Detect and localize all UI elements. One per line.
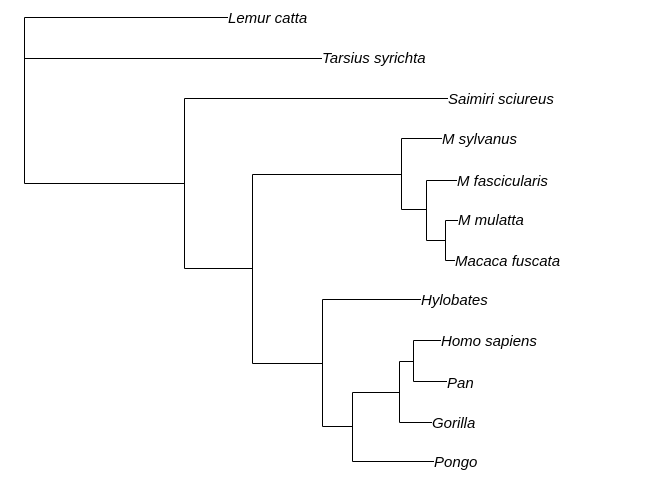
tip-label-hylobates: Hylobates [421,292,488,309]
tip-label-macaca-fuscata: Macaca fuscata [455,253,560,270]
tip-label-m-mulatta: M mulatta [458,212,524,229]
tip-label-m-fascicularis: M fascicularis [457,173,548,190]
tip-label-tarsius-syrichta: Tarsius syrichta [322,50,426,67]
tip-label-homo-sapiens: Homo sapiens [441,333,537,350]
tip-label-lemur-catta: Lemur catta [228,10,307,27]
tip-label-pongo: Pongo [434,454,477,471]
tip-label-saimiri-sciureus: Saimiri sciureus [448,91,554,108]
tree-branches [24,17,458,462]
tip-labels: Lemur catta Tarsius syrichta Saimiri sci… [228,10,560,471]
tip-label-pan: Pan [447,375,474,392]
tip-label-m-sylvanus: M sylvanus [442,131,518,148]
tip-label-gorilla: Gorilla [432,415,475,432]
